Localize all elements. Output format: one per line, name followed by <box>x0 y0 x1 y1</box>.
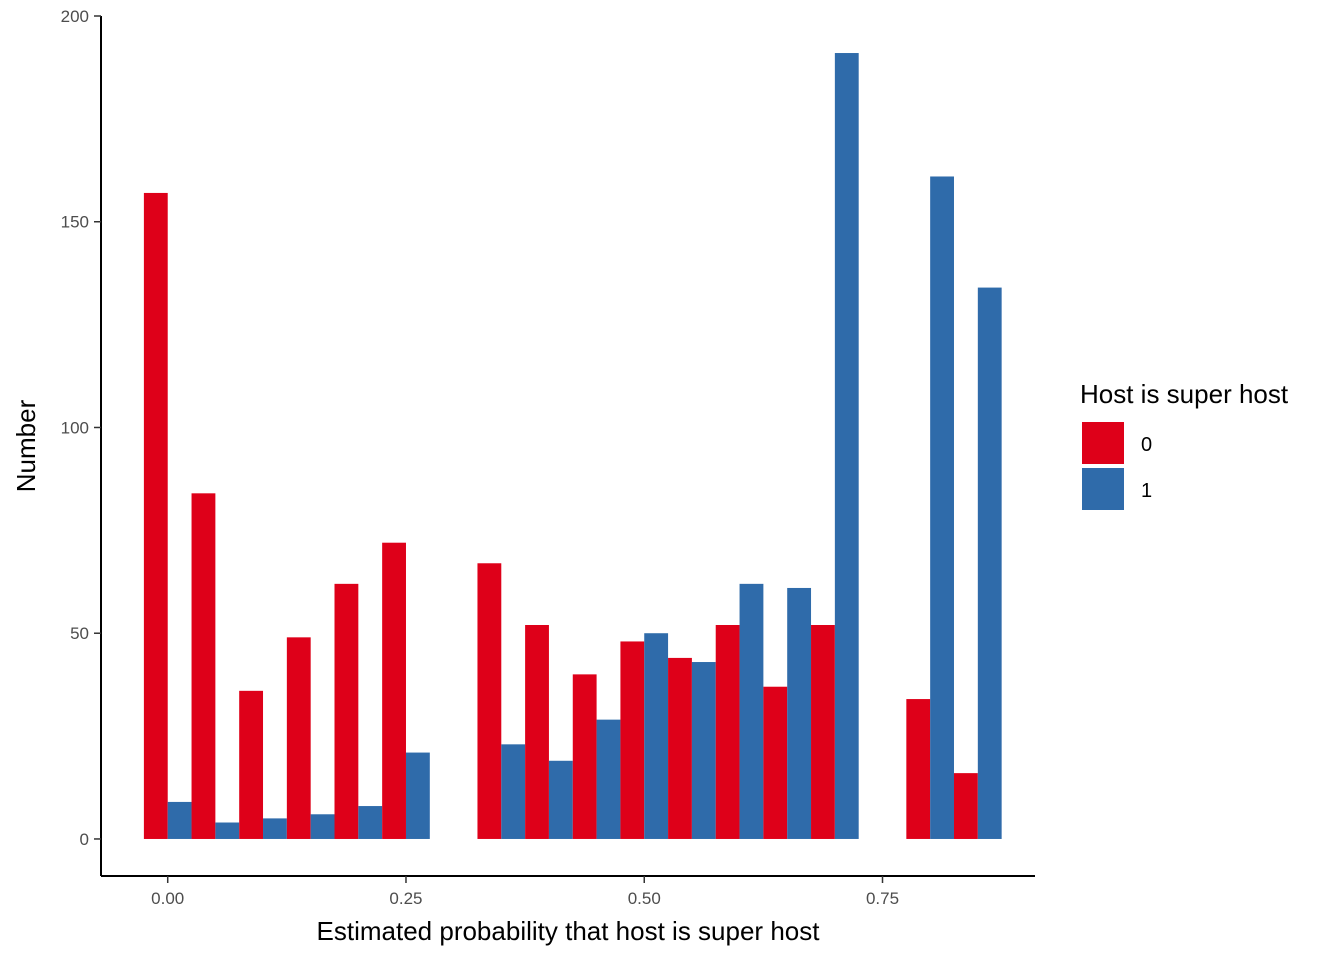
bar-series-1-bin-6 <box>501 744 526 839</box>
legend-title: Host is super host <box>1080 379 1289 409</box>
x-ticks: 0.00 0.25 0.50 0.75 <box>151 876 899 908</box>
y-tick-label: 200 <box>61 7 89 26</box>
bar-series-0-bin-12 <box>763 686 788 839</box>
bar-series-1-bin-0 <box>167 801 192 839</box>
bar-series-0-bin-8 <box>572 674 597 839</box>
y-tick-label: 150 <box>61 213 89 232</box>
bar-series-1-bin-2 <box>263 818 287 839</box>
x-tick-label: 0.00 <box>151 889 184 908</box>
bar-series-0-bin-4 <box>334 583 359 839</box>
legend-label-1: 1 <box>1141 480 1152 502</box>
bar-series-1-bin-13 <box>834 53 859 839</box>
x-axis-title: Estimated probability that host is super… <box>317 916 821 946</box>
legend: Host is super host 01 <box>1080 379 1289 510</box>
bar-series-0-bin-0 <box>143 192 168 839</box>
x-tick-label: 0.50 <box>628 889 661 908</box>
bar-series-0-bin-9 <box>620 641 645 839</box>
x-tick-label: 0.25 <box>389 889 422 908</box>
y-tick-label: 100 <box>61 418 89 437</box>
bar-series-1-bin-12 <box>787 587 812 839</box>
bar-series-1-bin-14 <box>930 176 954 839</box>
bar-series-0-bin-6 <box>477 563 502 839</box>
bar-series-0-bin-7 <box>525 625 549 839</box>
legend-key-1 <box>1082 468 1124 510</box>
bar-series-1-bin-11 <box>739 583 764 839</box>
bar-series-1-bin-15 <box>977 287 1002 839</box>
bar-series-0-bin-5 <box>382 542 406 839</box>
bar-series-1-bin-9 <box>644 633 669 839</box>
bar-series-0-bin-15 <box>953 773 978 839</box>
bar-series-0-bin-11 <box>715 625 740 839</box>
bar-series-1-bin-5 <box>405 752 430 839</box>
bar-series-0-bin-14 <box>906 699 931 839</box>
bar-series-1-bin-4 <box>358 806 383 839</box>
bar-series-0-bin-2 <box>239 690 264 839</box>
bar-series-1-bin-1 <box>215 822 240 839</box>
legend-key-0 <box>1082 422 1124 464</box>
legend-label-0: 0 <box>1141 434 1152 456</box>
legend-items: 01 <box>1082 422 1152 510</box>
bar-series-0-bin-10 <box>668 657 692 839</box>
y-tick-label: 50 <box>70 624 89 643</box>
bar-series-1-bin-8 <box>596 719 621 839</box>
bar-series-1-bin-10 <box>691 662 716 839</box>
bar-series-0-bin-1 <box>191 493 216 839</box>
bar-series-1-bin-7 <box>548 760 573 839</box>
bar-series-0-bin-13 <box>811 625 835 839</box>
axes-layer <box>100 16 1035 877</box>
bar-series-0-bin-3 <box>286 637 311 839</box>
x-tick-label: 0.75 <box>866 889 899 908</box>
y-tick-label: 0 <box>80 830 89 849</box>
bars-layer <box>143 53 1002 839</box>
bar-series-1-bin-3 <box>310 814 335 839</box>
y-ticks: 0 50 100 150 200 <box>61 7 101 849</box>
y-axis-title: Number <box>11 399 41 492</box>
